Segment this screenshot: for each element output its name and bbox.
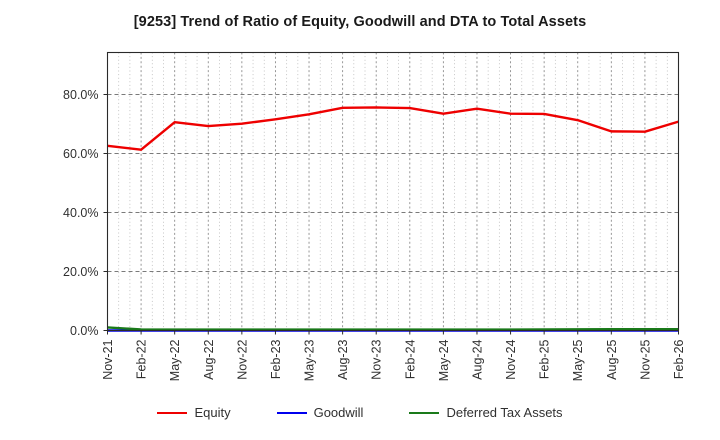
y-tick-label: 20.0% xyxy=(63,265,98,279)
y-tick-label: 0.0% xyxy=(70,324,99,338)
legend-item-label: Deferred Tax Assets xyxy=(446,405,563,420)
x-tick-label: Aug-23 xyxy=(336,339,350,379)
x-axis-tick-labels: Nov-21 Feb-22 May-22 Aug-22 Nov-22 Feb-23 May-… xyxy=(101,339,686,381)
x-tick-label: Nov-22 xyxy=(235,339,249,379)
x-tick-label: Nov-25 xyxy=(638,339,652,379)
x-tick-label: Feb-24 xyxy=(403,339,417,379)
legend-item-equity[interactable]: Equity xyxy=(157,405,231,420)
x-tick-label: Nov-23 xyxy=(370,339,384,379)
horizontal-gridlines xyxy=(107,94,679,272)
legend-item-goodwill[interactable]: Goodwill xyxy=(276,405,364,420)
axis-tick-marks xyxy=(103,94,679,335)
x-tick-label: Feb-23 xyxy=(269,339,283,379)
chart-legend: Equity Goodwill Deferred Tax Assets xyxy=(0,405,720,420)
legend-item-label: Goodwill xyxy=(313,405,364,420)
x-tick-label: Nov-21 xyxy=(101,339,115,379)
y-tick-label: 80.0% xyxy=(63,88,98,102)
legend-item-label: Equity xyxy=(194,405,231,420)
axis-frame xyxy=(106,51,680,332)
page-title: [9253] Trend of Ratio of Equity, Goodwil… xyxy=(133,14,587,30)
x-tick-label: May-23 xyxy=(303,339,317,381)
series-line-deferred-tax-assets xyxy=(107,326,679,331)
legend-item-deferred-tax-assets[interactable]: Deferred Tax Assets xyxy=(409,405,563,420)
x-tick-label: Feb-25 xyxy=(538,339,552,379)
series-line-equity xyxy=(107,106,679,151)
legend-color-swatch xyxy=(409,411,440,414)
legend-color-swatch xyxy=(276,411,307,414)
x-tick-label: Feb-26 xyxy=(672,339,686,379)
y-tick-label: 40.0% xyxy=(63,206,98,220)
series-lines xyxy=(107,106,679,332)
x-tick-label: Nov-24 xyxy=(504,339,518,379)
x-tick-label: May-25 xyxy=(571,339,585,381)
x-tick-label: May-22 xyxy=(168,339,182,381)
x-tick-label: May-24 xyxy=(437,339,451,381)
y-axis-tick-labels: 0.0% 20.0% 40.0% 60.0% 80.0% xyxy=(63,88,98,338)
y-tick-label: 60.0% xyxy=(63,147,98,161)
x-tick-label: Aug-22 xyxy=(202,339,216,379)
x-tick-label: Feb-22 xyxy=(135,339,149,379)
x-tick-label: Aug-24 xyxy=(470,339,484,379)
x-tick-label: Aug-25 xyxy=(605,339,619,379)
legend-color-swatch xyxy=(157,411,188,414)
